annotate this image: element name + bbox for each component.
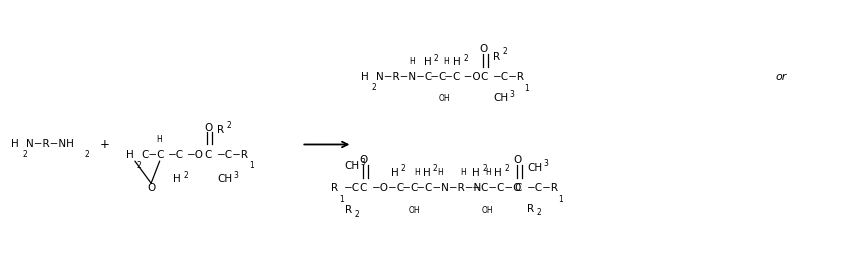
Text: 1: 1 <box>559 195 564 204</box>
Text: 3: 3 <box>543 159 548 168</box>
Text: CH: CH <box>493 93 509 103</box>
Text: H: H <box>409 58 414 66</box>
Text: H: H <box>486 168 491 177</box>
Text: H: H <box>414 168 419 177</box>
Text: 1: 1 <box>340 195 345 204</box>
Text: C: C <box>514 183 521 193</box>
Text: C−C: C−C <box>141 150 165 160</box>
Text: 3: 3 <box>233 171 239 180</box>
Text: −C−O: −C−O <box>485 183 521 193</box>
Text: H: H <box>472 168 480 178</box>
Text: or: or <box>775 72 787 82</box>
Text: −C −O: −C −O <box>441 72 481 82</box>
Text: H: H <box>437 168 442 177</box>
Text: 2: 2 <box>183 171 188 180</box>
Text: O: O <box>480 44 488 54</box>
Text: H: H <box>494 168 502 178</box>
Text: 2: 2 <box>372 83 377 92</box>
Text: 2: 2 <box>84 150 89 159</box>
Text: H: H <box>424 57 431 67</box>
Text: 2: 2 <box>401 165 406 173</box>
Text: −O−C: −O−C <box>372 183 405 193</box>
Text: 2: 2 <box>22 150 27 159</box>
Text: R: R <box>493 52 500 62</box>
Text: 2: 2 <box>503 47 508 56</box>
Text: H: H <box>444 58 449 66</box>
Text: O: O <box>204 123 212 133</box>
Text: −C: −C <box>427 72 447 82</box>
Text: N−R−N−C: N−R−N−C <box>376 72 432 82</box>
Text: +: + <box>99 138 110 151</box>
Text: −O: −O <box>187 150 204 160</box>
Text: H: H <box>453 57 461 67</box>
Text: O: O <box>359 155 368 165</box>
Text: H: H <box>157 135 162 144</box>
Text: H: H <box>361 72 368 82</box>
Text: C: C <box>360 183 367 193</box>
Text: N−R−NH: N−R−NH <box>26 140 74 149</box>
Text: 2: 2 <box>537 208 542 217</box>
Text: H: H <box>423 168 430 178</box>
Text: −C−N−R−N: −C−N−R−N <box>413 183 481 193</box>
Text: −C: −C <box>344 183 360 193</box>
Text: C: C <box>481 72 487 82</box>
Text: 1: 1 <box>249 161 254 170</box>
Text: 2: 2 <box>504 165 509 173</box>
Text: CH: CH <box>345 162 360 171</box>
Text: 2: 2 <box>354 210 359 219</box>
Text: O: O <box>514 155 522 165</box>
Text: H: H <box>391 168 398 178</box>
Text: CH: CH <box>217 174 233 184</box>
Text: H: H <box>11 140 19 149</box>
Text: O: O <box>147 183 155 193</box>
Text: OH: OH <box>481 206 493 215</box>
Text: −C: −C <box>469 183 488 193</box>
Text: 2: 2 <box>482 165 487 173</box>
Text: −C: −C <box>399 183 419 193</box>
Text: 2: 2 <box>464 54 469 62</box>
Text: 3: 3 <box>509 90 514 99</box>
Text: R: R <box>217 125 224 135</box>
Text: −C−R: −C−R <box>216 150 249 160</box>
Text: CH: CH <box>527 163 543 173</box>
Text: −C−R: −C−R <box>492 72 525 82</box>
Text: C: C <box>205 150 211 160</box>
Text: −C−R: −C−R <box>526 183 559 193</box>
Text: 2: 2 <box>227 121 232 130</box>
Text: H: H <box>126 150 133 160</box>
Text: R: R <box>345 205 351 215</box>
Text: 2: 2 <box>434 54 439 62</box>
Text: OH: OH <box>438 94 450 102</box>
Text: H: H <box>173 174 181 184</box>
Text: H: H <box>461 168 466 177</box>
Text: 2: 2 <box>137 161 142 170</box>
Text: −C: −C <box>168 150 184 160</box>
Text: R: R <box>331 183 338 193</box>
Text: 3: 3 <box>360 158 365 167</box>
Text: R: R <box>527 204 534 214</box>
Text: OH: OH <box>408 206 420 215</box>
Text: 2: 2 <box>433 165 438 173</box>
Text: 1: 1 <box>525 84 530 93</box>
